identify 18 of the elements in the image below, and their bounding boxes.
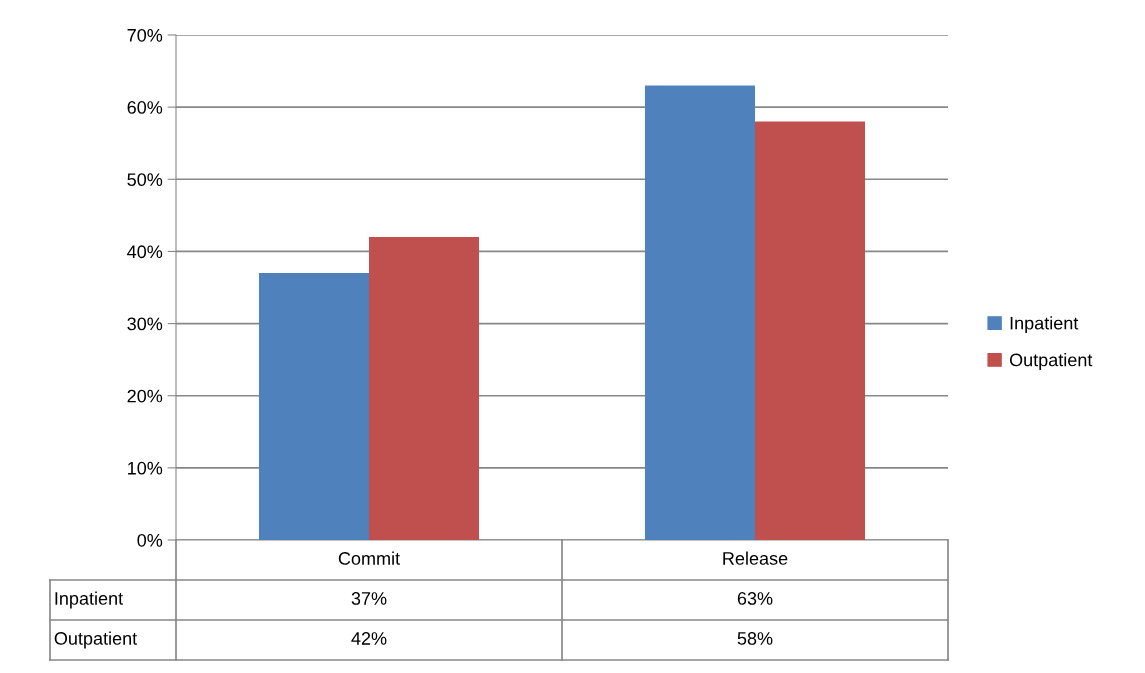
y-tick-label: 50% [127,173,163,187]
y-tick-label: 60% [127,101,163,114]
y-tick-label: 10% [128,461,163,475]
text: Inpatient [55,591,123,609]
y-tick-label: 70% [127,28,163,42]
x-tick-label: Commit [338,551,400,565]
legend-label: Inpatient [1010,316,1079,334]
y-tick-label: 40% [127,245,163,259]
y-tick-label: 30% [127,317,163,331]
legend-label: Outpatient [1009,353,1093,370]
data-label: 63% [737,592,773,605]
y-tick-label: 20% [127,389,163,403]
data-label: 58% [737,632,773,645]
y-tick-label: 0% [137,533,163,547]
data-label: 42% [351,632,387,645]
data-label: 37% [351,592,387,605]
x-tick-label: Release [723,551,788,565]
text: Outpatient [54,631,138,649]
